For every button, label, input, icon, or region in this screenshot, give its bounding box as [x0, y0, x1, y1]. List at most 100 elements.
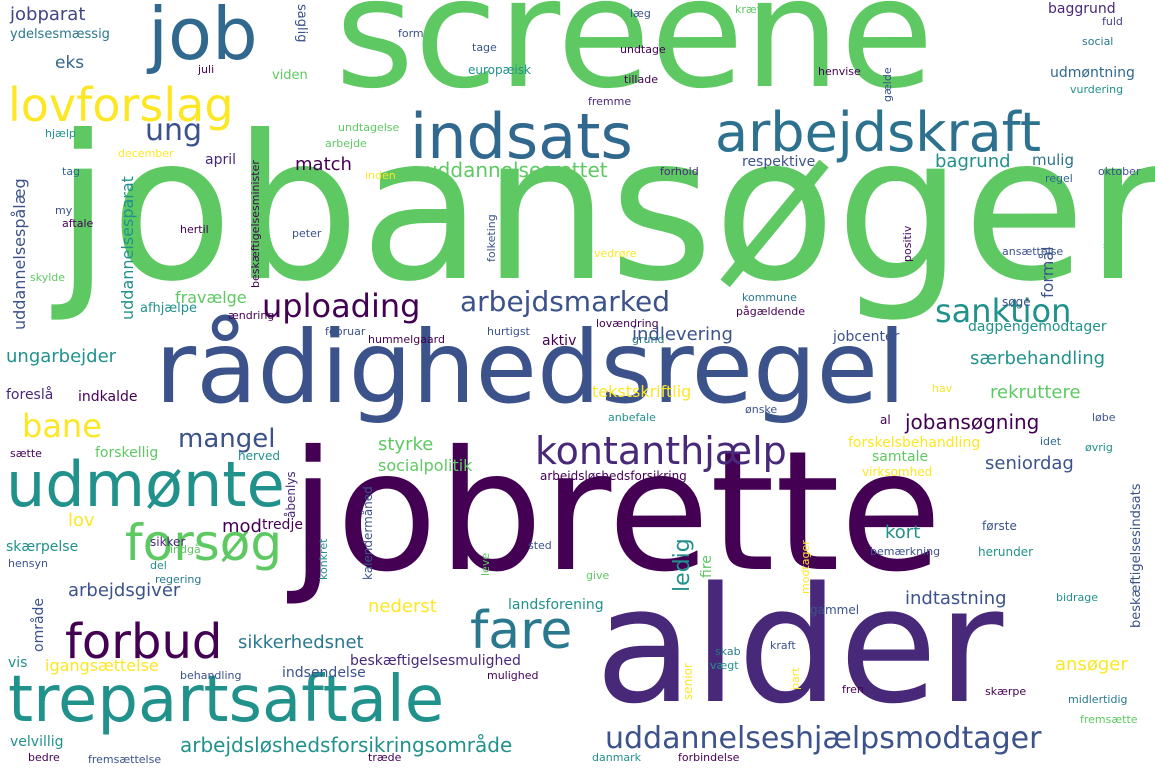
word: indtastning	[905, 588, 1007, 609]
word: vurdering	[1070, 83, 1124, 96]
word: indsats	[410, 100, 633, 173]
word: saglig	[294, 4, 309, 43]
word: ungarbejder	[6, 346, 117, 367]
word: del	[150, 559, 167, 572]
word: rådighedsregel	[155, 309, 906, 426]
word: peter	[292, 227, 322, 240]
word: sætte	[10, 447, 42, 460]
word: tillade	[624, 73, 658, 86]
word: første	[982, 519, 1017, 533]
word: herved	[238, 449, 281, 463]
word: bemærkning	[870, 545, 941, 558]
word: kontanthjælp	[535, 429, 787, 473]
word: mangel	[178, 424, 276, 454]
word: senior	[681, 663, 695, 700]
word: match	[295, 154, 352, 175]
word: uddannelsespålæg	[10, 178, 29, 330]
word: viden	[272, 68, 308, 83]
word: henvise	[818, 65, 861, 78]
word: arbejdsløshedsforsikring	[540, 469, 687, 483]
word: behandling	[180, 669, 242, 682]
word: læg	[630, 7, 651, 20]
word: herunder	[978, 545, 1034, 559]
word: december	[118, 147, 174, 160]
word: oktober	[1098, 165, 1141, 178]
word: nederst	[368, 596, 437, 617]
word: form	[398, 27, 424, 40]
word: fremsætte	[1080, 713, 1138, 726]
word: virksomhed	[862, 465, 933, 479]
word: fire	[699, 555, 715, 578]
word: alder	[595, 552, 1004, 739]
word: fremme	[588, 95, 632, 108]
word: bidrage	[1056, 591, 1099, 604]
word: forskelsbehandling	[848, 435, 981, 451]
word: folketing	[485, 214, 498, 262]
word: my	[55, 204, 73, 217]
word: konkret	[317, 538, 330, 580]
word: give	[586, 569, 610, 582]
word: fremsættelse	[88, 753, 162, 766]
word: fare	[470, 601, 573, 661]
word: trepartsaftale	[8, 663, 445, 737]
word: aftale	[62, 217, 94, 230]
word: træde	[368, 751, 402, 764]
word: respektive	[742, 154, 816, 170]
word: landsforening	[508, 597, 604, 613]
word: udmønte	[6, 448, 285, 521]
word: velvillig	[10, 734, 64, 750]
word: gammel	[810, 603, 860, 617]
word: tag	[62, 165, 81, 178]
word: dagpengemodtager	[968, 319, 1107, 335]
word: forskellig	[95, 445, 159, 461]
word: screene	[335, 0, 934, 122]
word: kraft	[770, 639, 796, 652]
word: skab	[715, 645, 741, 658]
word: afhjælpe	[140, 301, 198, 316]
word: seniordag	[985, 453, 1074, 474]
word: lovændring	[596, 317, 659, 330]
word: beskæftigelsesminister	[249, 160, 262, 288]
word: ansættelse	[1002, 245, 1064, 258]
word: grund	[632, 333, 665, 346]
word: skærpe	[985, 685, 1027, 698]
word: gælde	[881, 67, 894, 102]
word: fuld	[1102, 15, 1123, 28]
word: positiv	[901, 225, 914, 262]
word: fravælge	[175, 288, 247, 307]
word: særlig	[1103, 236, 1114, 268]
word: danmark	[592, 751, 642, 764]
word: ledig	[670, 538, 695, 592]
word: arbejdsmarked	[460, 285, 670, 318]
word: indsendelse	[282, 665, 366, 681]
word: igangsættelse	[45, 656, 159, 675]
word: undtage	[620, 43, 666, 56]
word: modtager	[799, 540, 812, 594]
word: mod	[222, 516, 262, 537]
word: eks	[55, 53, 85, 73]
word: ydelsesmæssig	[10, 27, 110, 42]
word: tage	[472, 41, 497, 54]
word: al	[880, 413, 891, 427]
word: uddannelseshjælpsmodtager	[605, 721, 1042, 756]
word: socialpolitik	[378, 456, 473, 475]
word: hummelgaard	[368, 333, 445, 346]
word: februar	[325, 325, 366, 338]
word: regering	[155, 573, 202, 586]
word: aktiv	[542, 333, 577, 349]
word: sanktion	[935, 292, 1072, 330]
word: vis	[8, 655, 28, 671]
word: lovforslag	[8, 78, 234, 132]
word: hav	[932, 382, 953, 395]
word: beskæftigelsesindsats	[1129, 483, 1144, 629]
word: sikkerhedsnet	[238, 632, 364, 653]
word: forhold	[660, 165, 699, 178]
word: indkalde	[78, 389, 138, 405]
word: indgå	[170, 543, 201, 556]
word: undtagelse	[338, 121, 400, 134]
word: bane	[22, 407, 102, 445]
word: leve	[479, 552, 492, 576]
word: arbejdsgiver	[68, 580, 181, 601]
word: juli	[198, 63, 215, 76]
word: inden	[365, 169, 396, 182]
